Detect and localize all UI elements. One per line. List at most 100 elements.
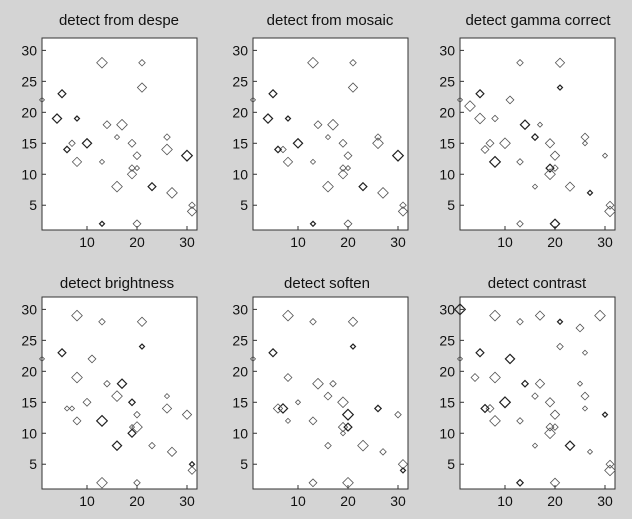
- data-point: [347, 316, 359, 327]
- y-tick-label: 20: [439, 104, 455, 120]
- data-point: [62, 145, 72, 154]
- data-point: [475, 347, 485, 358]
- data-point: [337, 169, 349, 180]
- data-point: [575, 323, 585, 333]
- x-tick-label: 30: [390, 493, 406, 509]
- y-tick-label: 10: [439, 166, 455, 182]
- data-point: [131, 421, 143, 433]
- x-tick-label: 10: [497, 234, 513, 250]
- data-point: [38, 355, 46, 363]
- data-point: [283, 373, 293, 382]
- axes-box: [252, 37, 409, 231]
- data-point: [262, 113, 274, 124]
- data-point: [323, 391, 333, 401]
- data-point: [308, 478, 318, 488]
- data-point: [534, 310, 546, 321]
- x-tick-label: 30: [179, 234, 195, 250]
- data-point: [489, 415, 501, 427]
- axes-box: [252, 296, 409, 490]
- data-point: [72, 416, 82, 426]
- data-point: [116, 378, 128, 390]
- data-point: [309, 318, 317, 326]
- y-tick-label: 5: [29, 197, 37, 213]
- y-tick-label: 30: [439, 42, 455, 58]
- data-point: [68, 139, 76, 148]
- data-point: [309, 158, 317, 165]
- axes-box: [41, 37, 198, 231]
- x-tick-label: 30: [179, 493, 195, 509]
- subplot-title: detect contrast: [488, 275, 587, 292]
- y-tick-label: 25: [439, 332, 455, 348]
- data-point: [71, 371, 83, 384]
- x-tick-label: 30: [597, 234, 613, 250]
- data-point: [342, 476, 354, 489]
- y-tick-label: 30: [21, 301, 37, 317]
- y-tick-label: 10: [21, 166, 37, 182]
- data-point: [339, 430, 347, 437]
- data-point: [292, 137, 304, 149]
- data-point: [322, 180, 334, 193]
- data-point: [534, 378, 546, 389]
- data-point: [373, 404, 383, 413]
- data-point: [133, 479, 141, 487]
- y-tick-label: 5: [240, 456, 248, 472]
- subplot-detect-from-despe: detect from despe 5 10 15 20 25 30 10 20 30: [21, 12, 198, 250]
- data-point: [456, 355, 464, 363]
- data-point: [161, 143, 173, 156]
- y-tick-label: 15: [21, 135, 37, 151]
- data-point: [136, 82, 148, 93]
- data-point: [391, 149, 405, 162]
- data-point: [601, 152, 609, 159]
- data-point: [519, 119, 531, 131]
- data-point: [63, 405, 71, 412]
- data-point: [126, 169, 138, 180]
- x-tick-label: 10: [290, 493, 306, 509]
- data-point: [516, 158, 524, 166]
- data-point: [327, 118, 339, 131]
- data-point: [379, 448, 387, 456]
- data-point: [268, 347, 278, 358]
- data-point: [57, 347, 67, 358]
- data-point: [516, 220, 524, 228]
- data-point: [98, 318, 106, 326]
- data-point: [580, 391, 590, 401]
- axes-box: [459, 37, 616, 231]
- data-point: [564, 181, 576, 192]
- data-point: [604, 205, 616, 218]
- data-point: [456, 96, 464, 104]
- x-tick-label: 10: [290, 234, 306, 250]
- data-point: [551, 164, 559, 172]
- data-point: [499, 137, 511, 150]
- data-point: [516, 318, 524, 326]
- data-point: [544, 138, 556, 149]
- data-point: [605, 459, 615, 469]
- data-point: [312, 377, 324, 390]
- x-tick-label: 10: [79, 234, 95, 250]
- data-point: [374, 133, 382, 141]
- x-tick-label: 30: [390, 234, 406, 250]
- x-tick-label: 20: [129, 493, 145, 509]
- data-point: [357, 439, 369, 452]
- y-tick-label: 20: [232, 363, 248, 379]
- data-point: [181, 409, 193, 420]
- data-point: [337, 396, 349, 409]
- data-point: [166, 446, 178, 458]
- data-point: [601, 411, 609, 419]
- data-point: [580, 132, 590, 142]
- data-point: [520, 379, 530, 388]
- data-point: [68, 405, 76, 412]
- y-tick-label: 5: [29, 456, 37, 472]
- y-tick-label: 15: [232, 135, 248, 151]
- data-point: [544, 397, 556, 408]
- data-point: [341, 408, 355, 421]
- y-tick-label: 10: [232, 425, 248, 441]
- y-tick-label: 5: [447, 456, 455, 472]
- data-point: [329, 379, 337, 388]
- x-tick-label: 10: [79, 493, 95, 509]
- subplot-detect-soften: detect soften 5 10 15 20 25 30 10 20 30: [232, 275, 409, 509]
- data-point: [249, 96, 257, 104]
- data-point: [358, 181, 368, 192]
- data-point: [71, 309, 83, 322]
- subplot-title: detect from despe: [59, 12, 179, 29]
- data-point: [556, 342, 564, 351]
